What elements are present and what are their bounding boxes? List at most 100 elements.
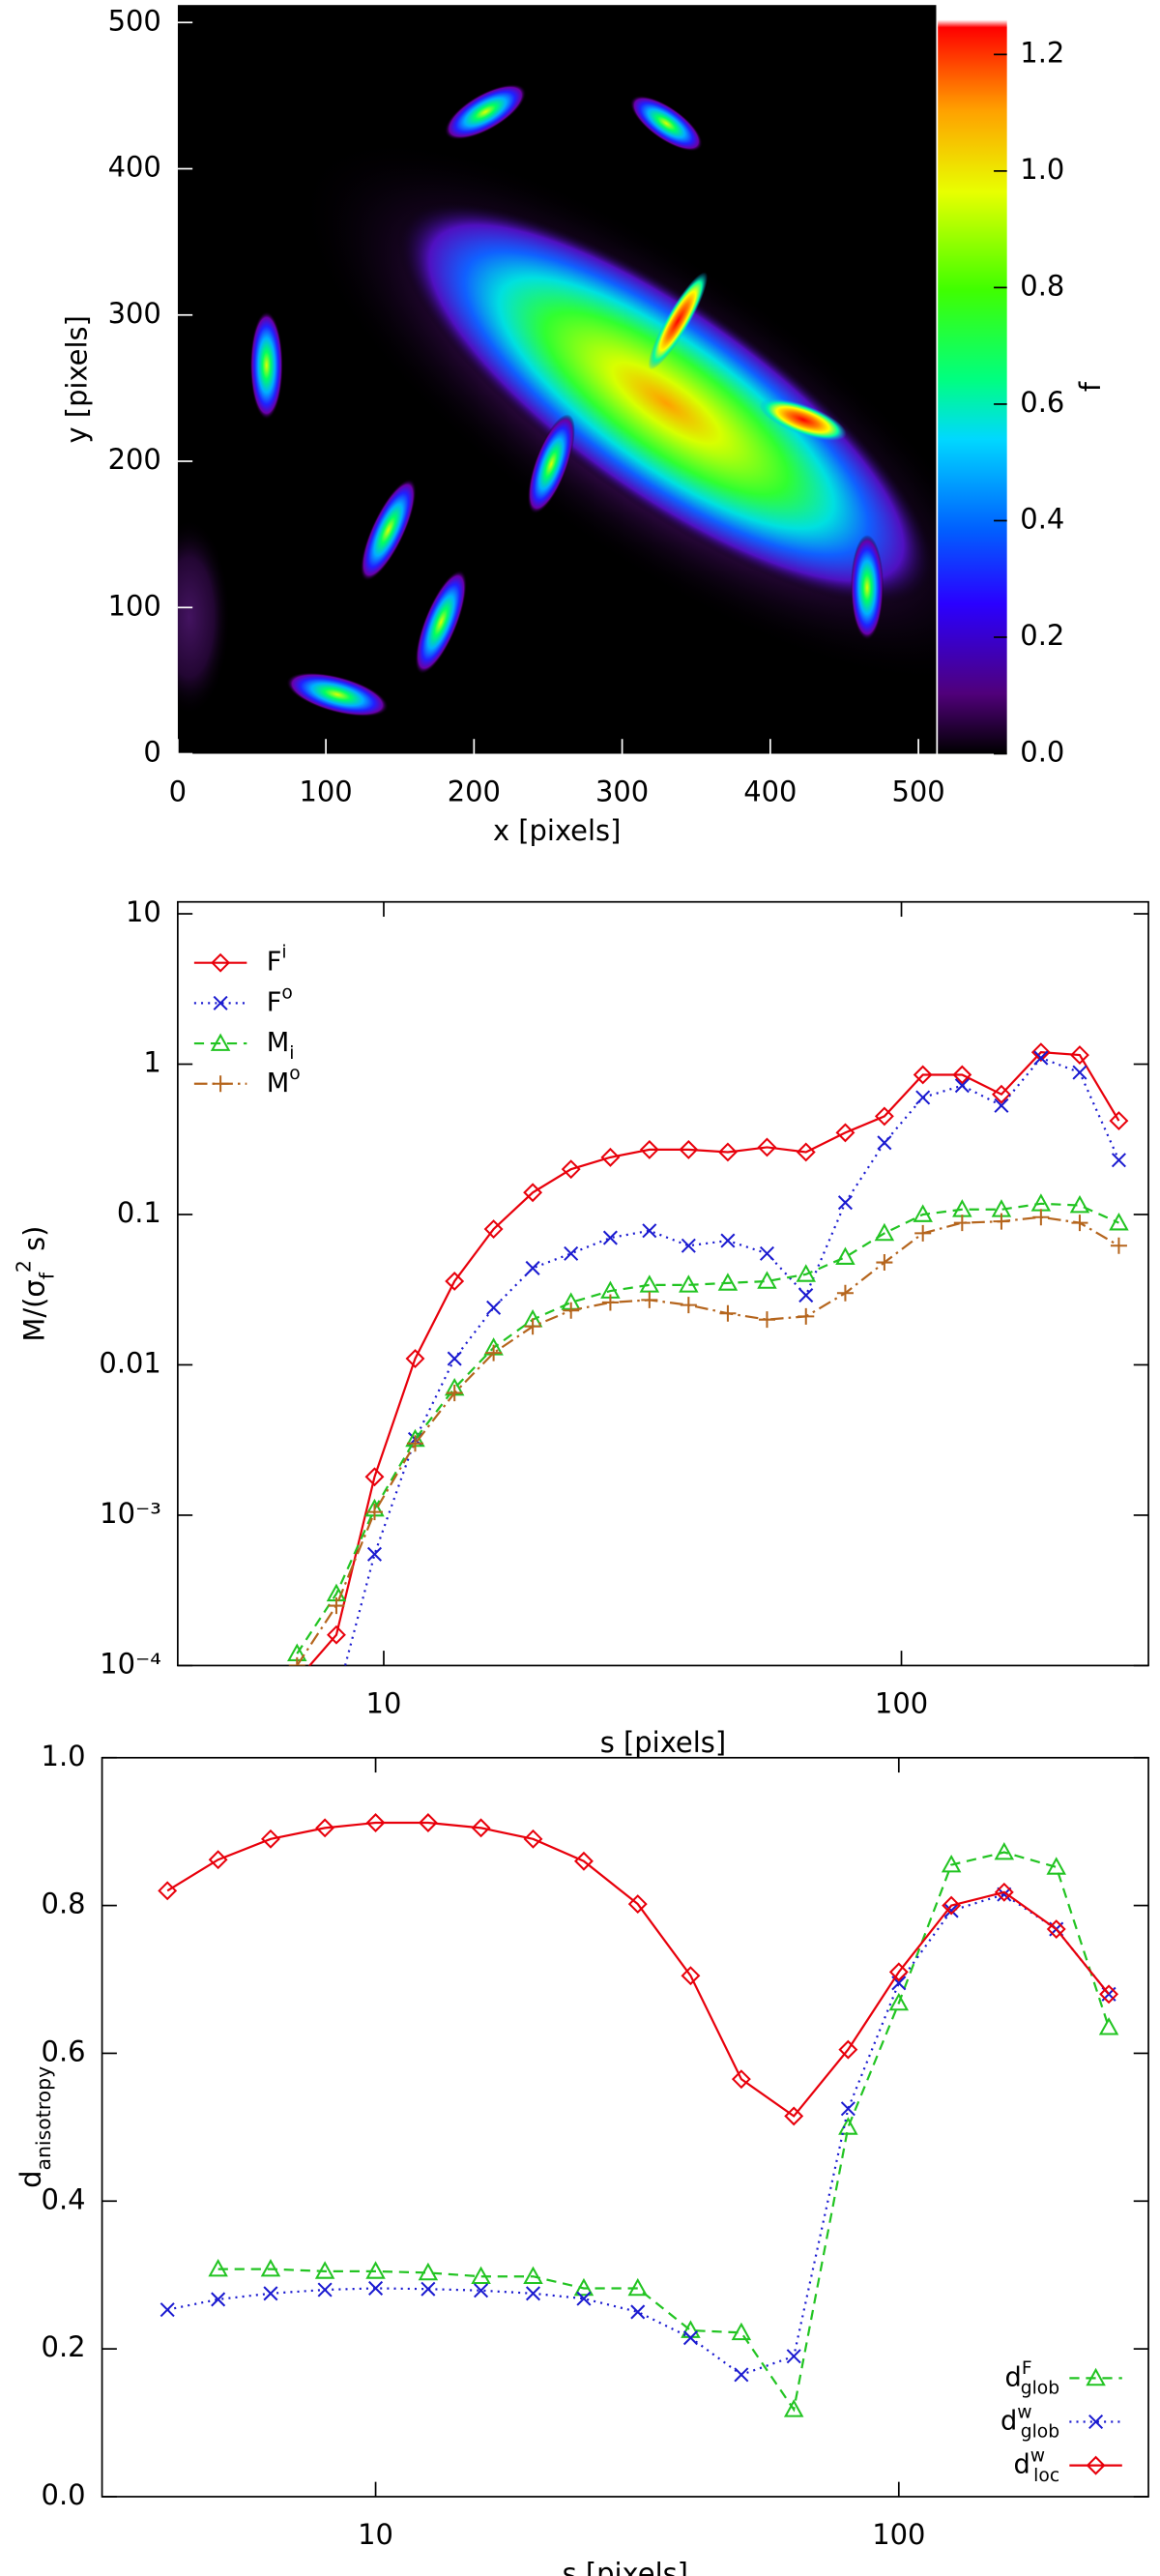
marker	[317, 2282, 333, 2298]
marker	[642, 1223, 657, 1239]
plot-frame	[177, 900, 1149, 1667]
marker	[991, 1084, 1011, 1104]
marker	[263, 2286, 278, 2301]
plot-frame	[101, 1756, 1149, 2498]
y-label-part: M/(σ	[17, 1279, 50, 1341]
marker	[261, 1829, 280, 1849]
x-tick-label: 10	[366, 1686, 402, 1719]
legend-name: M	[267, 1028, 289, 1058]
marker	[720, 1233, 736, 1248]
y-tick-label: 0.6	[42, 2034, 86, 2067]
legend-label: Fo	[267, 982, 293, 1017]
marker	[289, 1672, 305, 1688]
y-tick-label: 0.4	[42, 2182, 86, 2215]
marker	[1109, 1213, 1129, 1231]
legend-sup: o	[281, 982, 292, 1003]
y-tick-label: 200	[108, 443, 161, 476]
marker	[731, 2069, 751, 2090]
marker	[838, 2039, 858, 2060]
x-tick-label: 100	[875, 1686, 928, 1719]
y-tick-label: 1	[143, 1046, 160, 1079]
colorbar-tick-label: 1.2	[1020, 36, 1064, 69]
marker	[639, 1139, 659, 1159]
marker	[888, 1962, 909, 1982]
y-label-part: f	[35, 1272, 58, 1279]
marker	[471, 2266, 491, 2285]
marker	[474, 2283, 489, 2298]
legend-label: Mo	[267, 1064, 301, 1098]
colorbar-tick-label: 0.6	[1020, 386, 1064, 419]
legend-sup: i	[281, 943, 286, 963]
y-tick-label: 0.1	[117, 1196, 161, 1229]
marker	[627, 1894, 648, 1915]
marker	[1030, 1042, 1051, 1063]
y-label-part: s)	[17, 1226, 50, 1261]
legend-label: dF glob	[1005, 2358, 1060, 2398]
series-line	[218, 1851, 1111, 2413]
y-tick-label: 10⁻⁴	[100, 1647, 161, 1680]
y-tick-label: 1.0	[42, 1740, 86, 1772]
marker	[158, 1881, 178, 1901]
marker	[365, 2261, 386, 2279]
marker	[757, 1137, 777, 1157]
marker	[913, 1204, 933, 1222]
marker	[418, 2262, 439, 2281]
marker	[600, 1147, 621, 1167]
marker	[679, 1139, 699, 1159]
marker	[330, 1692, 343, 1706]
legend-marker	[1086, 2367, 1106, 2386]
marker	[1110, 1237, 1127, 1254]
legend-sub: glob	[1021, 2421, 1059, 2442]
series-line	[296, 1202, 1119, 1654]
x-tick-label: 10	[358, 2518, 393, 2551]
marker	[717, 1142, 738, 1162]
marker	[445, 1272, 465, 1291]
marker	[406, 1435, 423, 1452]
marker	[483, 1219, 504, 1240]
marker	[758, 1311, 775, 1329]
marker	[525, 1260, 540, 1275]
marker	[211, 2292, 226, 2307]
x-tick-label: 500	[891, 775, 944, 807]
x-axis-label: s [pixels]	[563, 2558, 688, 2576]
marker	[877, 1135, 892, 1151]
marker	[914, 1224, 932, 1242]
legend-label: dw loc	[1014, 2445, 1060, 2485]
legend-name: d	[1005, 2362, 1022, 2392]
colorbar-tick-label: 0.2	[1020, 619, 1064, 652]
legend-name: d	[1014, 2449, 1030, 2479]
x-tick-label: 100	[300, 775, 353, 807]
x-tick-label: 100	[872, 2518, 925, 2551]
marker	[796, 1142, 816, 1162]
marker	[1046, 1857, 1066, 1875]
marker	[602, 1230, 618, 1245]
marker	[471, 1818, 491, 1838]
marker	[641, 1291, 658, 1308]
marker	[941, 1854, 962, 1873]
plot-area	[287, 1042, 1129, 1706]
marker	[627, 2277, 649, 2297]
marker	[915, 1090, 931, 1105]
marker	[680, 1297, 697, 1314]
x-tick-label: 0	[169, 775, 187, 807]
legend-marker	[211, 952, 231, 973]
marker	[573, 2277, 594, 2297]
y-tick-label: 300	[108, 297, 161, 330]
y-axis-label: y [pixels]	[61, 315, 94, 443]
marker	[1072, 1065, 1088, 1080]
legend-marker	[1088, 2414, 1104, 2430]
marker	[1111, 1153, 1126, 1168]
legend-sub: loc	[1033, 2465, 1059, 2485]
marker	[288, 1656, 305, 1666]
marker	[561, 1159, 581, 1180]
marker	[1109, 1111, 1129, 1131]
plot-area	[158, 1813, 1119, 2417]
marker	[784, 2106, 804, 2126]
series-line	[307, 1051, 1120, 1666]
marker	[719, 1304, 737, 1322]
legend-sup: w	[1030, 2445, 1045, 2466]
marker	[942, 1895, 962, 1916]
marker	[734, 2367, 749, 2383]
marker	[874, 1106, 894, 1127]
marker	[993, 1213, 1010, 1230]
